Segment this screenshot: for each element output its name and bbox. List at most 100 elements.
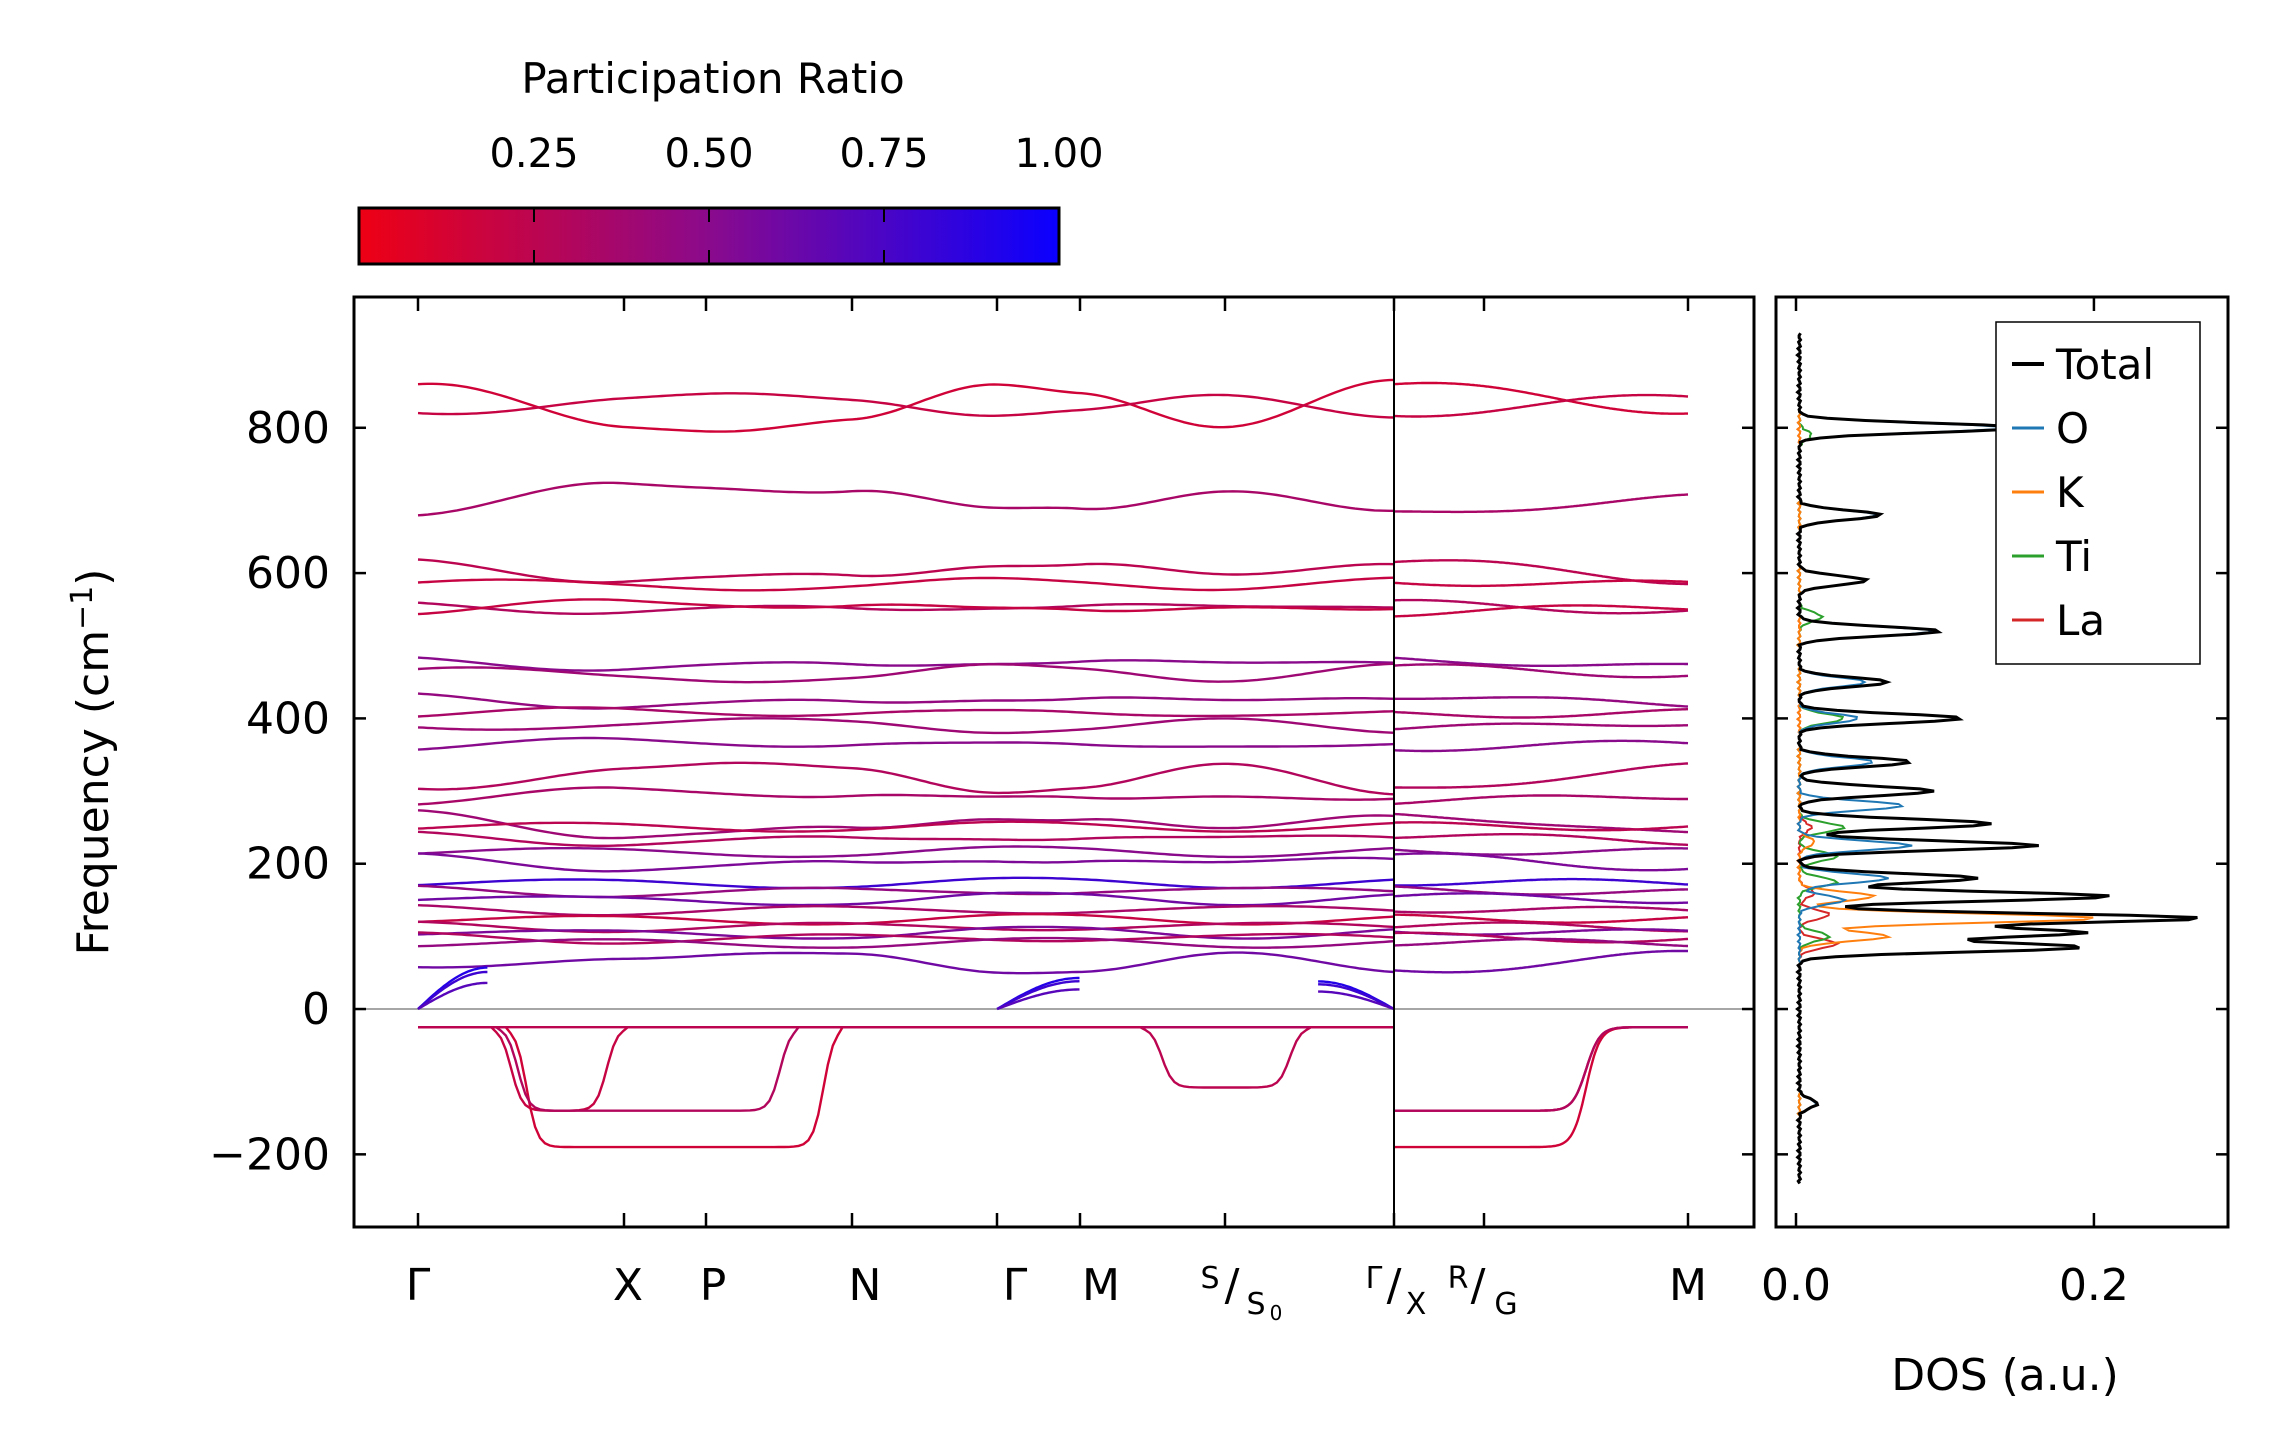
colorbar-tick-label: 1.00 xyxy=(1014,131,1103,177)
y-tick-label: −200 xyxy=(209,1129,330,1180)
band-line xyxy=(1393,852,1689,872)
band-line xyxy=(417,920,1395,934)
colorbar-ticks: 0.25 0.50 0.75 1.00 xyxy=(489,131,1104,264)
colorbar-tick-label: 0.75 xyxy=(839,131,928,177)
legend-label-total: Total xyxy=(2055,340,2154,389)
y-tick-label: 0 xyxy=(302,984,330,1035)
x-tick-label-gamma-1: Γ xyxy=(406,1260,431,1311)
y-tick-label: 800 xyxy=(246,403,330,454)
band-line xyxy=(417,891,1395,907)
svg-text:S: S xyxy=(1246,1287,1265,1322)
band-structure-panel: −200 0 200 400 600 800 Frequency (cm−1) Γ X P… xyxy=(65,295,2228,1325)
band-line xyxy=(417,830,1395,847)
dos-panel: 0.0 0.2 DOS (a.u.) Total OK Ti La xyxy=(1761,295,2230,1401)
x-tick-label-m-2: M xyxy=(1669,1260,1707,1311)
dos-x-tick-label: 0.0 xyxy=(1761,1260,1831,1311)
band-line xyxy=(417,820,1395,833)
band-line xyxy=(417,904,1395,917)
band-line xyxy=(1394,937,1688,948)
acoustic-branch xyxy=(1318,983,1395,1011)
colorbar: Participation Ratio 0.25 0.50 0.75 1.00 xyxy=(357,54,1104,266)
band-line xyxy=(1394,821,1689,832)
band-line xyxy=(417,876,1395,890)
band-line xyxy=(417,809,1395,840)
band-line xyxy=(417,786,1395,806)
band-line xyxy=(1393,905,1689,914)
y-axis-label: Frequency (cm−1) xyxy=(65,569,119,956)
band-line xyxy=(1394,579,1688,588)
dos-x-axis-label: DOS (a.u.) xyxy=(1891,1350,2119,1401)
svg-text:/: / xyxy=(1387,1260,1402,1311)
band-line xyxy=(417,852,1395,873)
x-tick-labels: Γ X P N Γ M S / S 0 Γ / X R / G M xyxy=(406,1260,1707,1325)
band-line xyxy=(1394,877,1689,887)
y-tick-label: 600 xyxy=(246,548,330,599)
legend-items: Total OK Ti La xyxy=(2012,340,2154,645)
dos-axis-ticks: 0.0 0.2 xyxy=(1761,297,2129,1311)
band-line xyxy=(417,558,1395,584)
band-line xyxy=(417,925,1395,940)
acoustic-branch xyxy=(417,981,488,1011)
y-tick-label: 400 xyxy=(246,693,330,744)
band-line xyxy=(1394,604,1688,618)
legend-label-o: O xyxy=(2056,404,2089,453)
dos-lines xyxy=(1795,332,2198,1185)
main-axis-ticks: −200 0 200 400 600 800 xyxy=(209,297,2228,1227)
dos-series-total xyxy=(1795,332,2198,1185)
svg-text:Γ: Γ xyxy=(1366,1261,1383,1296)
x-tick-label-n: N xyxy=(849,1260,882,1311)
band-line xyxy=(1394,696,1689,708)
acoustic-branch xyxy=(996,988,1080,1011)
legend-label-la: La xyxy=(2056,596,2105,645)
svg-text:S: S xyxy=(1200,1261,1219,1296)
dos-series-ti xyxy=(1795,332,1846,1184)
band-line xyxy=(1394,598,1689,615)
band-line xyxy=(1394,833,1689,847)
dos-series-la xyxy=(1795,332,1841,1184)
legend-label-k: K xyxy=(2056,468,2085,517)
svg-text:R: R xyxy=(1448,1261,1469,1296)
soft-mode-branch xyxy=(1394,1026,1688,1112)
x-tick-label-p: P xyxy=(700,1260,727,1311)
band-line xyxy=(417,717,1395,735)
band-line xyxy=(417,576,1395,592)
band-line xyxy=(417,392,1395,419)
main-axes-frame xyxy=(352,295,1756,1229)
colorbar-title: Participation Ratio xyxy=(521,54,904,103)
x-tick-label-gamma-2: Γ xyxy=(1003,1260,1028,1311)
band-line xyxy=(417,692,1395,710)
band-line xyxy=(417,761,1395,796)
svg-text:X: X xyxy=(1406,1287,1427,1322)
colorbar-tick-label: 0.50 xyxy=(664,131,753,177)
band-line xyxy=(1393,656,1688,667)
svg-text:/: / xyxy=(1471,1260,1486,1311)
x-tick-label-gamma-x: Γ / X xyxy=(1366,1260,1427,1322)
band-line xyxy=(1394,739,1689,753)
soft-mode-branch xyxy=(418,1026,1394,1112)
dos-series-o xyxy=(1795,332,2007,1184)
band-line xyxy=(1393,885,1688,896)
band-line xyxy=(1394,931,1689,944)
x-tick-label-s-s0: S / S 0 xyxy=(1200,1260,1282,1325)
band-line xyxy=(1393,949,1688,974)
band-line xyxy=(1394,663,1689,679)
band-line xyxy=(1393,393,1689,418)
soft-mode-branch xyxy=(418,1026,1394,1089)
legend-label-ti: Ti xyxy=(2055,532,2092,581)
x-tick-label-x: X xyxy=(613,1260,643,1311)
soft-mode-branch xyxy=(418,1026,1394,1112)
band-line xyxy=(417,936,1395,949)
band-line xyxy=(1393,722,1689,731)
band-line xyxy=(1393,892,1689,905)
y-tick-label: 200 xyxy=(246,839,330,890)
soft-mode-branch xyxy=(1394,1026,1688,1112)
soft-mode-branch xyxy=(1394,1026,1688,1149)
svg-text:G: G xyxy=(1494,1287,1517,1322)
band-line xyxy=(417,598,1395,616)
band-line xyxy=(417,931,1395,945)
band-lines xyxy=(354,378,1754,1149)
band-line xyxy=(417,951,1395,975)
band-line xyxy=(417,706,1395,718)
acoustic-branch xyxy=(996,980,1080,1011)
colorbar-tick-label: 0.25 xyxy=(489,131,578,177)
